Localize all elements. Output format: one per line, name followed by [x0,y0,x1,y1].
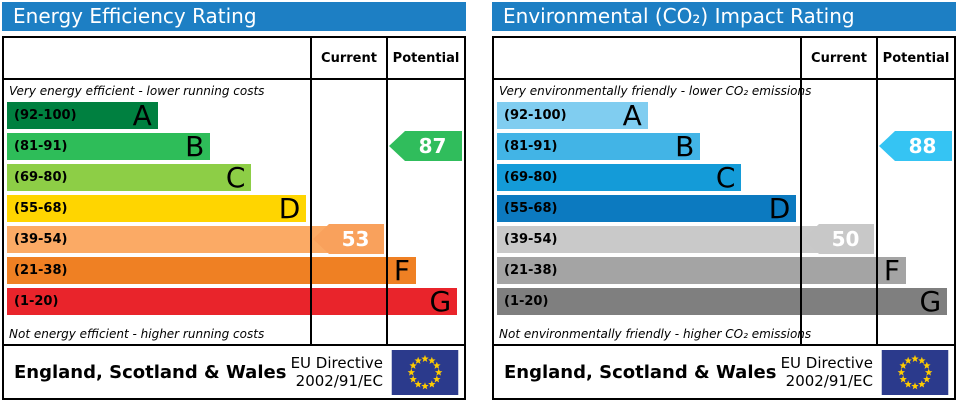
environmental-header-spacer [494,38,800,78]
eu-directive-label: EU Directive 2002/91/EC [291,354,383,390]
band-letter: A [132,99,152,132]
eu-directive-line2: 2002/91/EC [295,372,383,390]
eu-flag-icon [391,349,459,395]
energy-potential-arrow: 87 [389,131,462,161]
band-letter: B [185,130,205,163]
environmental-band-a: (92-100) A [497,99,648,132]
panel-energy-efficiency: Energy Efficiency Rating Current Potenti… [2,2,466,400]
band-letter: C [225,161,246,194]
energy-current-column: 53 [310,80,386,344]
band-range: (69-80) [14,170,68,185]
environmental-band-d: (55-68) D [497,192,797,225]
band-letter: F [393,254,410,287]
environmental-band-e: (39-54) E [497,226,854,254]
band-letter: G [429,285,452,318]
region-label: England, Scotland & Wales [14,361,287,383]
environmental-chart-body: Very environmentally friendly - lower CO… [494,80,954,344]
band-range: (39-54) [504,232,558,247]
energy-columns-header: Current Potential [4,38,464,80]
band-range: (21-38) [14,263,68,278]
energy-current-arrow: 53 [313,224,384,254]
band-range: (1-20) [504,294,549,309]
energy-band-d: (55-68) D [7,192,307,225]
band-range: (55-68) [14,201,68,216]
energy-band-g: (1-20) G [7,285,458,318]
energy-footer: England, Scotland & Wales EU Directive 2… [2,346,466,400]
energy-current-column-header: Current [310,38,386,78]
environmental-current-column: 50 [800,80,876,344]
band-range: (1-20) [14,294,59,309]
environmental-band-f: (21-38) F [497,254,906,287]
environmental-band-c: (69-80) C [497,161,742,194]
energy-header-spacer [4,38,310,78]
environmental-bottom-caption: Not environmentally friendly - higher CO… [499,327,812,341]
band-letter: A [622,99,642,132]
band-range: (21-38) [504,263,558,278]
band-letter: F [883,254,900,287]
energy-panel-title: Energy Efficiency Rating [2,2,466,31]
energy-band-b: (81-91) B [7,130,211,163]
energy-band-f: (21-38) F [7,254,416,287]
environmental-columns-header: Current Potential [494,38,954,80]
energy-potential-column: 87 [386,80,464,344]
energy-rating-table: Current Potential Very energy efficient … [2,36,466,346]
energy-top-caption: Very energy efficient - lower running co… [9,84,265,98]
energy-chart-body: Very energy efficient - lower running co… [4,80,464,344]
eu-directive-line1: EU Directive [290,354,383,372]
environmental-panel-title: Environmental (CO₂) Impact Rating [492,2,956,31]
environmental-bands: (92-100) A (81-91) B (69-80) C (55-68) D [494,99,954,318]
panel-environmental-impact: Environmental (CO₂) Impact Rating Curren… [492,2,956,400]
environmental-potential-column-header: Potential [876,38,954,78]
energy-bottom-caption: Not energy efficient - higher running co… [9,327,265,341]
energy-potential-value: 87 [418,134,447,158]
energy-band-c: (69-80) C [7,161,252,194]
environmental-potential-value: 88 [908,134,937,158]
band-letter: G [919,285,942,318]
environmental-footer: England, Scotland & Wales EU Directive 2… [492,346,956,400]
eu-flag-icon [881,349,949,395]
environmental-current-column-header: Current [800,38,876,78]
environmental-top-caption: Very environmentally friendly - lower CO… [499,84,812,98]
environmental-band-b: (81-91) B [497,130,701,163]
band-range: (39-54) [14,232,68,247]
band-range: (92-100) [504,108,567,123]
band-range: (69-80) [504,170,558,185]
band-range: (55-68) [504,201,558,216]
environmental-current-arrow: 50 [803,224,874,254]
eu-directive-line1: EU Directive [780,354,873,372]
region-label: England, Scotland & Wales [504,361,777,383]
eu-directive-label: EU Directive 2002/91/EC [781,354,873,390]
environmental-band-g: (1-20) G [497,285,948,318]
band-letter: C [715,161,736,194]
eu-directive-line2: 2002/91/EC [785,372,873,390]
band-letter: B [675,130,695,163]
band-letter: D [768,192,791,225]
environmental-potential-arrow: 88 [879,131,952,161]
environmental-rating-table: Current Potential Very environmentally f… [492,36,956,346]
band-range: (81-91) [14,139,68,154]
energy-bands: (92-100) A (81-91) B (69-80) C (55-68) D [4,99,464,318]
environmental-potential-column: 88 [876,80,954,344]
band-range: (81-91) [504,139,558,154]
energy-current-value: 53 [341,227,370,251]
environmental-current-value: 50 [831,227,860,251]
energy-band-a: (92-100) A [7,99,158,132]
band-range: (92-100) [14,108,77,123]
energy-band-e: (39-54) E [7,226,364,254]
band-letter: D [278,192,301,225]
energy-potential-column-header: Potential [386,38,464,78]
